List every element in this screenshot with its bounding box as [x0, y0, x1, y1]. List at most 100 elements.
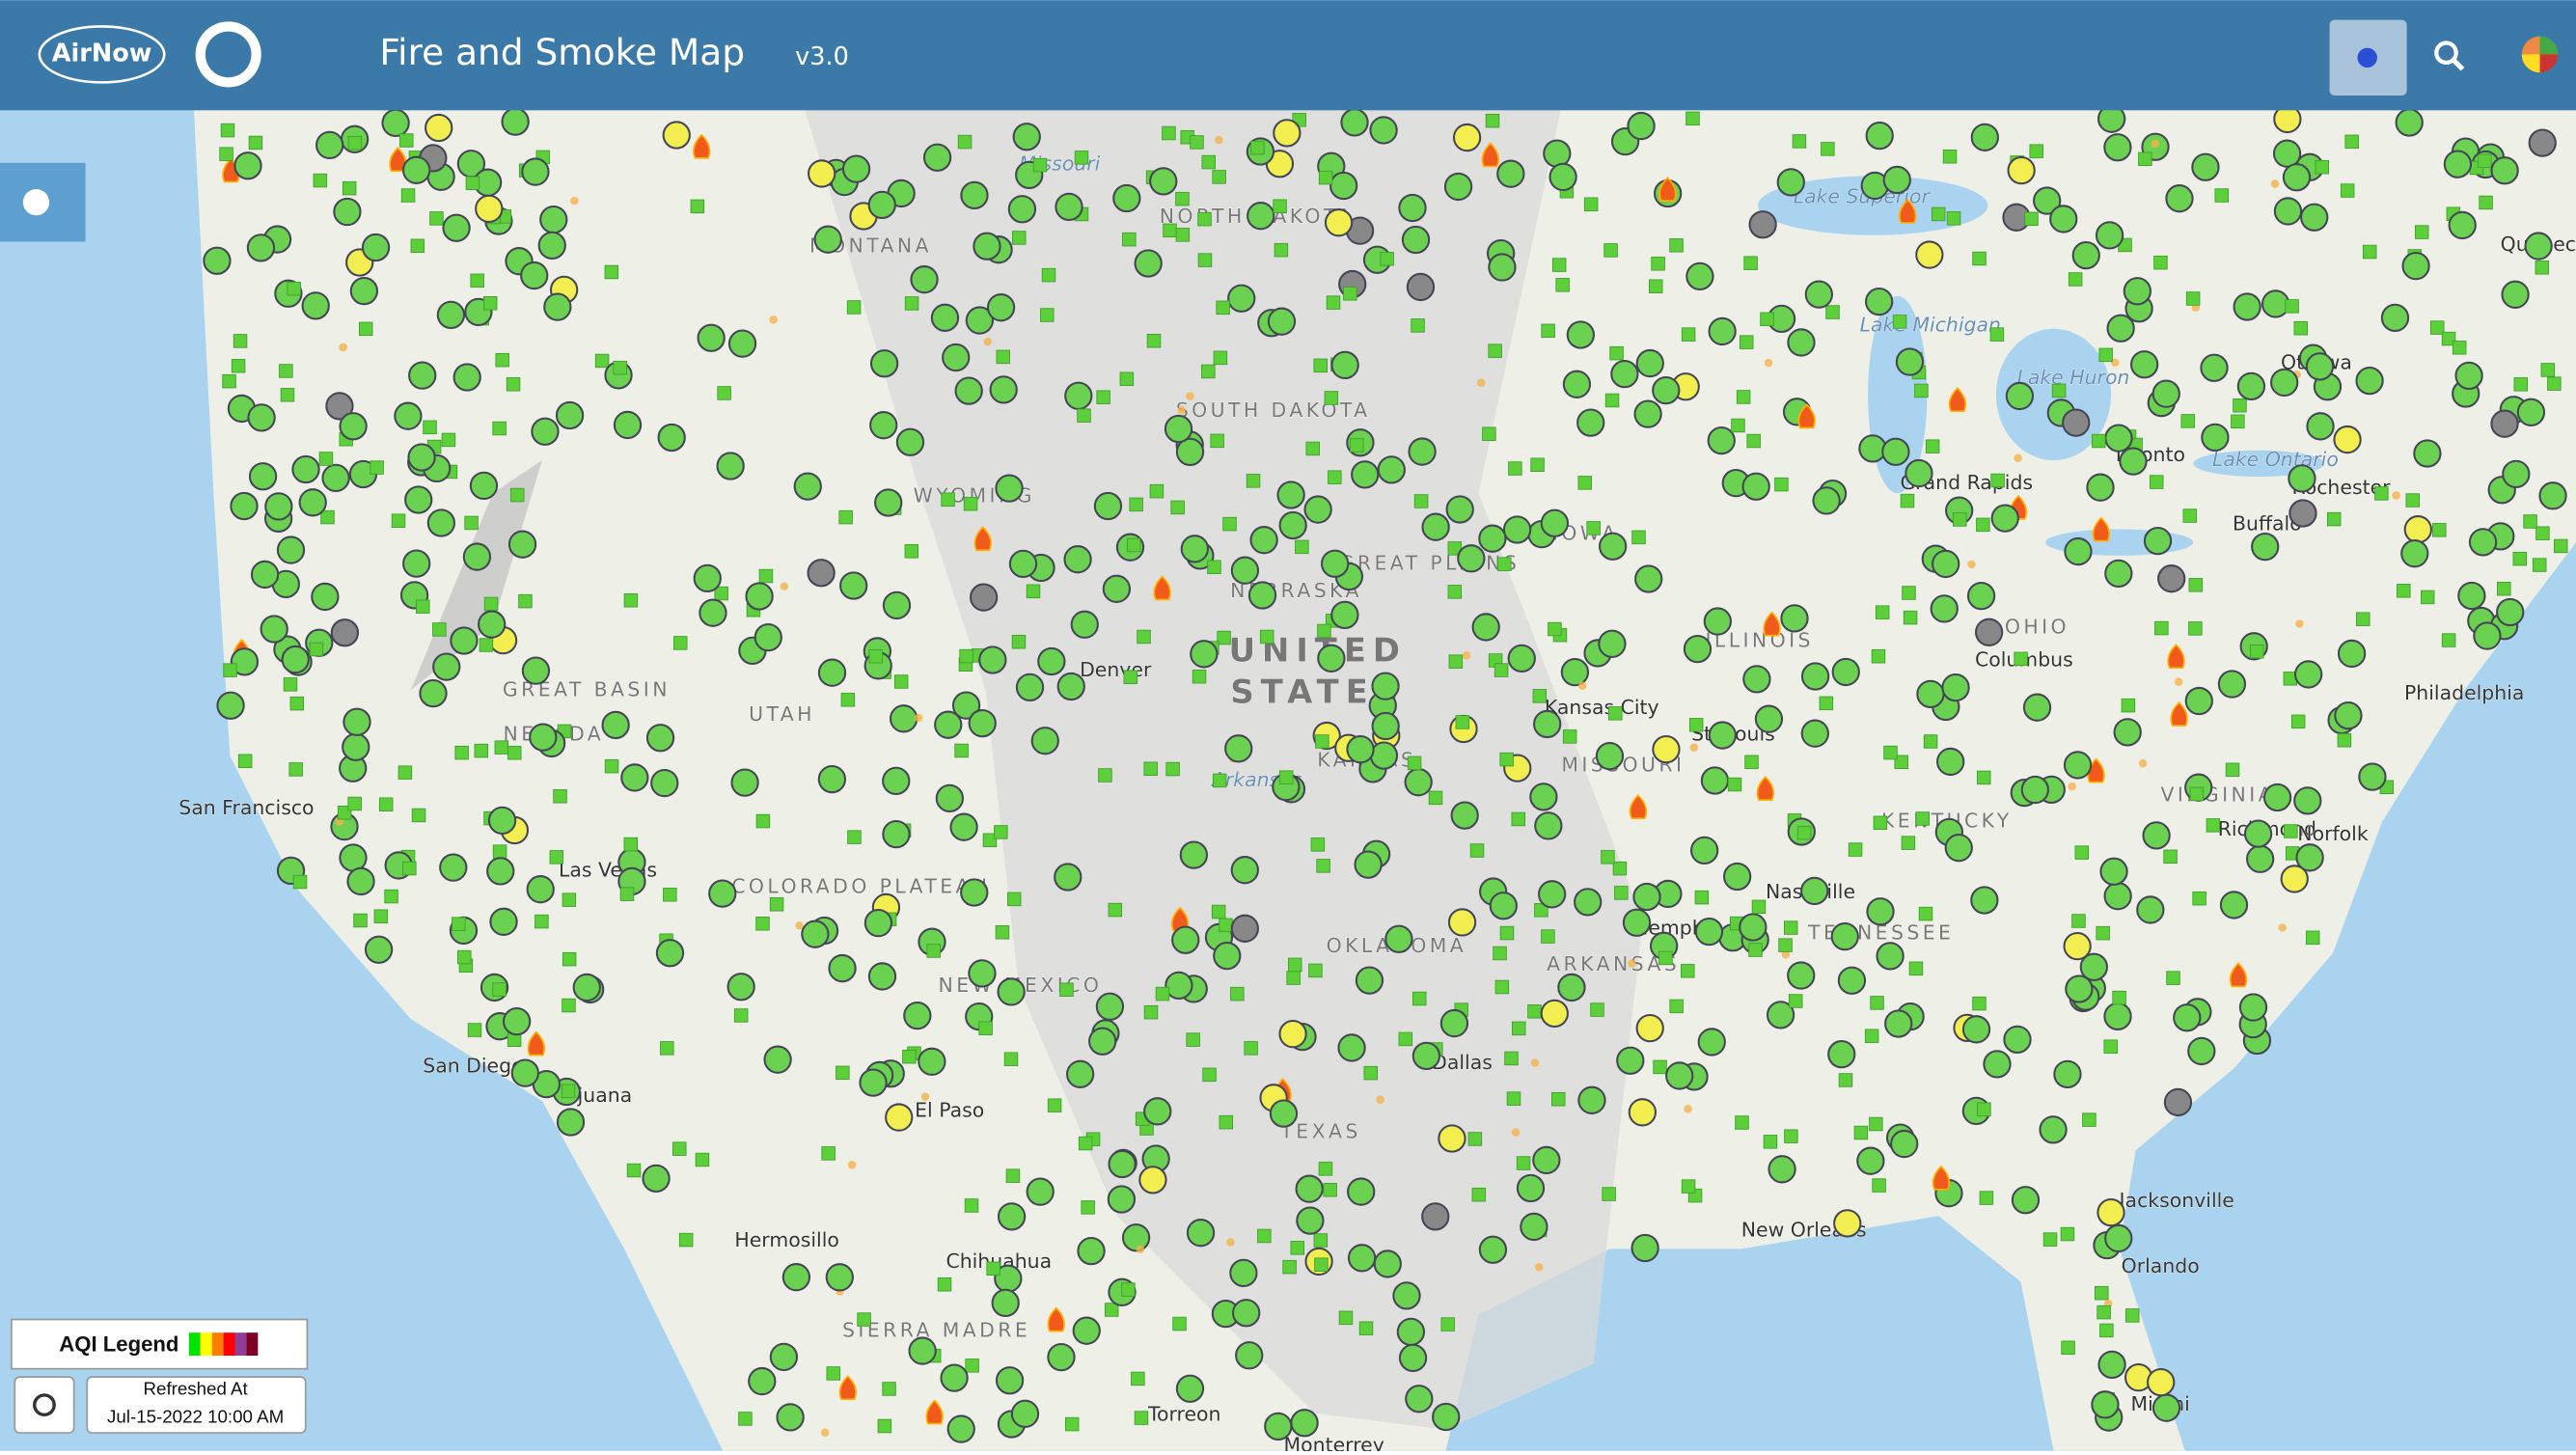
monitor-marker[interactable]	[289, 696, 305, 711]
monitor-marker[interactable]	[474, 743, 489, 758]
monitor-marker[interactable]	[2501, 280, 2530, 309]
monitor-marker[interactable]	[2457, 581, 2486, 611]
monitor-marker[interactable]	[1541, 323, 1555, 339]
monitor-marker[interactable]	[1778, 938, 1793, 952]
monitor-marker[interactable]	[1508, 461, 1522, 476]
monitor-marker[interactable]	[2413, 439, 2442, 468]
monitor-marker[interactable]	[1222, 516, 1237, 532]
monitor-marker[interactable]	[1040, 308, 1055, 322]
monitor-marker[interactable]	[960, 878, 989, 907]
monitor-marker[interactable]	[291, 454, 320, 484]
monitor-marker[interactable]	[1143, 1097, 1172, 1126]
monitor-marker[interactable]	[321, 463, 350, 493]
monitor-marker[interactable]	[1310, 837, 1326, 852]
monitor-marker[interactable]	[1005, 1168, 1021, 1183]
monitor-marker[interactable]	[1129, 497, 1143, 512]
monitor-marker[interactable]	[1534, 903, 1548, 918]
monitor-marker[interactable]	[970, 583, 999, 612]
monitor-marker[interactable]	[2262, 782, 2292, 812]
monitor-marker[interactable]	[1246, 474, 1261, 488]
monitor-marker[interactable]	[1172, 1316, 1187, 1331]
monitor-marker[interactable]	[755, 813, 771, 829]
monitor-marker[interactable]	[1970, 123, 1999, 151]
monitor-marker[interactable]	[1685, 261, 1714, 290]
monitor-marker[interactable]	[2062, 408, 2091, 437]
monitor-marker[interactable]	[1059, 982, 1074, 997]
monitor-marker[interactable]	[1404, 768, 1433, 797]
monitor-marker[interactable]	[2096, 1304, 2111, 1320]
monitor-marker[interactable]	[1343, 287, 1357, 301]
monitor-marker[interactable]	[1683, 634, 1713, 664]
monitor-marker[interactable]	[1164, 414, 1193, 444]
monitor-marker[interactable]	[1170, 500, 1185, 515]
monitor-marker[interactable]	[2074, 845, 2090, 860]
monitor-marker[interactable]	[1286, 971, 1301, 985]
monitor-marker[interactable]	[250, 560, 280, 590]
monitor-marker[interactable]	[2497, 581, 2511, 596]
monitor-marker[interactable]	[1976, 517, 1990, 533]
refresh-button[interactable]	[14, 1376, 75, 1434]
monitor-marker[interactable]	[1784, 920, 1798, 935]
monitor-marker[interactable]	[1633, 399, 1662, 428]
monitor-marker[interactable]	[2180, 414, 2195, 428]
monitor-marker[interactable]	[1566, 320, 1595, 349]
monitor-marker[interactable]	[2187, 1036, 2216, 1066]
monitor-marker[interactable]	[2082, 1112, 2096, 1127]
monitor-marker[interactable]	[1681, 964, 1695, 978]
monitor-marker[interactable]	[1247, 581, 1277, 610]
monitor-marker[interactable]	[2231, 414, 2245, 429]
monitor-marker[interactable]	[991, 1288, 1020, 1318]
monitor-marker[interactable]	[1081, 1200, 1095, 1215]
monitor-marker[interactable]	[2512, 551, 2528, 566]
monitor-marker[interactable]	[2151, 379, 2180, 408]
monitor-marker[interactable]	[1931, 206, 1946, 222]
monitor-marker[interactable]	[1827, 1040, 1856, 1069]
monitor-marker[interactable]	[2053, 1059, 2082, 1088]
monitor-marker[interactable]	[1688, 718, 1704, 732]
monitor-marker[interactable]	[1447, 908, 1477, 937]
monitor-marker[interactable]	[1651, 257, 1665, 271]
monitor-marker[interactable]	[1727, 777, 1742, 792]
monitor-marker[interactable]	[2165, 184, 2194, 213]
monitor-marker[interactable]	[940, 1363, 969, 1392]
monitor-marker[interactable]	[1923, 734, 1938, 749]
monitor-marker[interactable]	[1186, 1219, 1216, 1248]
monitor-marker[interactable]	[1970, 886, 1999, 915]
monitor-marker[interactable]	[1041, 267, 1056, 283]
monitor-marker[interactable]	[1010, 1399, 1040, 1428]
monitor-marker[interactable]	[1230, 986, 1245, 1002]
monitor-marker[interactable]	[1346, 735, 1375, 764]
monitor-marker[interactable]	[408, 361, 437, 390]
monitor-marker[interactable]	[657, 423, 686, 453]
legend-box[interactable]	[11, 1318, 309, 1370]
monitor-marker[interactable]	[1347, 1177, 1376, 1206]
monitor-marker[interactable]	[2163, 849, 2178, 865]
monitor-marker[interactable]	[1197, 211, 1212, 227]
monitor-marker[interactable]	[539, 205, 568, 234]
monitor-marker[interactable]	[1551, 258, 1567, 272]
monitor-marker[interactable]	[1313, 358, 1328, 373]
monitor-marker[interactable]	[1488, 343, 1502, 358]
monitor-marker[interactable]	[1469, 843, 1485, 858]
monitor-marker[interactable]	[2333, 425, 2362, 454]
monitor-marker[interactable]	[1445, 495, 1474, 524]
monitor-marker[interactable]	[937, 1277, 952, 1292]
monitor-marker[interactable]	[1065, 1059, 1095, 1088]
monitor-marker[interactable]	[1562, 370, 1592, 398]
monitor-marker[interactable]	[510, 487, 525, 503]
monitor-marker[interactable]	[1450, 801, 1479, 830]
monitor-marker[interactable]	[663, 887, 677, 902]
monitor-marker[interactable]	[1812, 486, 1841, 515]
monitor-marker[interactable]	[2295, 843, 2324, 872]
monitor-marker[interactable]	[2103, 882, 2132, 911]
monitor-marker[interactable]	[1224, 734, 1253, 763]
monitor-marker[interactable]	[726, 973, 755, 1002]
monitor-marker[interactable]	[1316, 859, 1330, 873]
monitor-marker[interactable]	[1096, 390, 1110, 404]
monitor-marker[interactable]	[868, 648, 883, 664]
monitor-marker[interactable]	[343, 707, 371, 736]
monitor-marker[interactable]	[1774, 477, 1789, 492]
monitor-marker[interactable]	[904, 544, 919, 559]
monitor-marker[interactable]	[2104, 559, 2133, 588]
monitor-marker[interactable]	[882, 1382, 896, 1396]
